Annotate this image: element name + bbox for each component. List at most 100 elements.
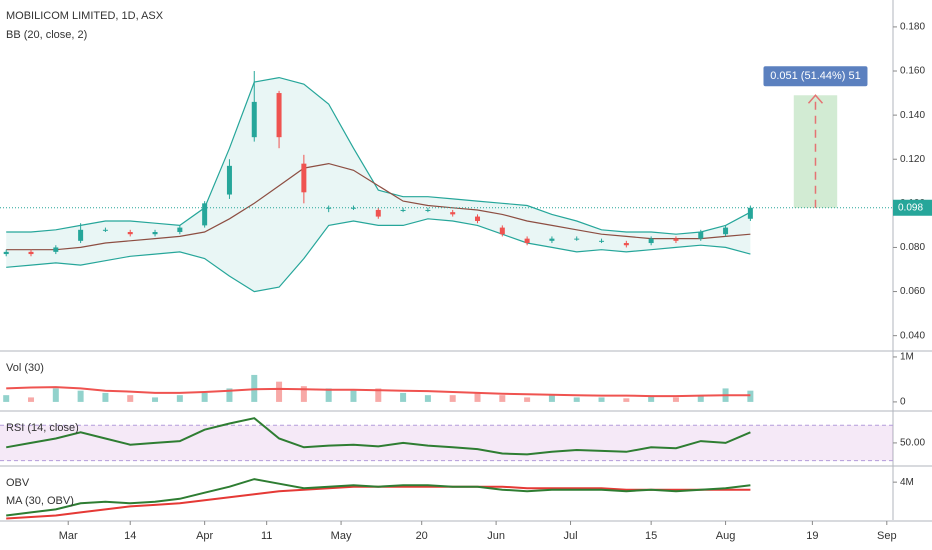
volume-bar <box>573 397 580 402</box>
x-tick-label: 14 <box>124 530 136 542</box>
volume-bar <box>400 392 407 402</box>
volume-bar <box>152 397 159 402</box>
y-tick-label: 0.080 <box>900 242 925 253</box>
x-tick-label: Mar <box>59 530 78 542</box>
x-tick-label: Aug <box>716 530 736 542</box>
volume-bar <box>52 388 59 402</box>
rsi-band <box>0 425 893 461</box>
measure-label-box <box>763 66 868 87</box>
measure-label: 0.051 (51.44%) 51 <box>770 70 861 82</box>
candle-body <box>375 209 381 217</box>
candle-body <box>127 232 133 235</box>
last-price-box <box>893 199 932 216</box>
pane-title: RSI (14, close) <box>6 422 79 434</box>
pane <box>3 71 753 293</box>
candle-body <box>226 165 232 195</box>
candle-body <box>102 229 108 231</box>
y-tick-label: 0 <box>900 397 906 408</box>
volume-bar <box>226 388 233 402</box>
pane <box>6 478 751 520</box>
volume-bar <box>77 390 84 402</box>
candle-body <box>350 207 356 209</box>
candle-body <box>177 227 183 233</box>
candle-body <box>723 227 729 235</box>
pane <box>0 417 893 462</box>
volume-bar <box>499 395 506 402</box>
candle-body <box>475 216 481 221</box>
volume-bar <box>28 397 35 402</box>
candle-body <box>747 207 753 219</box>
candle-body <box>53 247 59 252</box>
candle-body <box>599 240 605 242</box>
y-tick-label: 50.00 <box>900 438 925 449</box>
y-tick-label: 0.060 <box>900 286 925 297</box>
band-fill <box>6 77 751 292</box>
volume-bar <box>325 388 332 402</box>
chart-subtitle: BB (20, close, 2) <box>6 29 87 41</box>
candle-body <box>202 203 208 226</box>
candle-body <box>450 212 456 215</box>
volume-ma <box>6 386 751 398</box>
volume-bar <box>623 398 630 402</box>
volume-bar <box>300 386 307 402</box>
y-tick-label: 4M <box>900 477 914 488</box>
bb-upper <box>6 76 751 235</box>
volume-bar <box>449 395 456 402</box>
x-tick-label: May <box>331 530 352 542</box>
candle-body <box>648 238 654 244</box>
volume-bar <box>176 395 183 402</box>
bb-lower <box>6 218 751 293</box>
volume-bar <box>697 395 704 402</box>
x-tick-label: 20 <box>416 530 428 542</box>
volume-bar <box>747 390 754 402</box>
candle-body <box>251 101 257 138</box>
candle-body <box>499 227 505 235</box>
candle-body <box>78 229 84 241</box>
candle-body <box>28 251 34 255</box>
x-tick-label: 19 <box>806 530 818 542</box>
y-tick-label: 0.120 <box>900 154 925 165</box>
y-tick-label: 0.140 <box>900 110 925 121</box>
pane-title: Vol (30) <box>6 362 44 374</box>
volume-bar <box>598 397 605 402</box>
x-tick-label: Jun <box>487 530 505 542</box>
pane <box>3 374 754 402</box>
indicator-line <box>6 417 751 456</box>
candle-body <box>623 243 629 246</box>
candle-body <box>698 232 704 239</box>
x-tick-label: 15 <box>645 530 657 542</box>
x-tick-label: Sep <box>877 530 897 542</box>
candle-body <box>673 238 679 241</box>
pane-title: OBV <box>6 477 30 489</box>
candle-body <box>152 232 158 235</box>
candle-body <box>400 209 406 211</box>
bb-basis <box>6 162 751 251</box>
volume-bar <box>424 395 431 402</box>
y-tick-label: 0.160 <box>900 66 925 77</box>
last-price-label: 0.098 <box>898 202 923 213</box>
volume-bar <box>524 397 531 402</box>
candle-body <box>574 238 580 240</box>
volume-bar <box>648 396 655 402</box>
candle-body <box>326 207 332 209</box>
candle-body <box>425 209 431 211</box>
chart-title: MOBILICOM LIMITED, 1D, ASX <box>6 10 164 22</box>
volume-bar <box>127 395 134 402</box>
candle-body <box>3 251 9 255</box>
volume-bar <box>350 390 357 402</box>
x-tick-label: Apr <box>196 530 213 542</box>
y-tick-label: 0.180 <box>900 22 925 33</box>
y-tick-label: 0.040 <box>900 330 925 341</box>
volume-bar <box>548 395 555 402</box>
volume-bar <box>3 395 10 402</box>
measure-arrowhead <box>807 94 824 104</box>
pane-subtitle: MA (30, OBV) <box>6 495 74 507</box>
volume-bar <box>375 388 382 402</box>
candle-body <box>524 238 530 244</box>
volume-bar <box>201 392 208 402</box>
indicator-line <box>6 478 751 517</box>
candle-body <box>301 163 307 193</box>
x-tick-label: Jul <box>563 530 577 542</box>
